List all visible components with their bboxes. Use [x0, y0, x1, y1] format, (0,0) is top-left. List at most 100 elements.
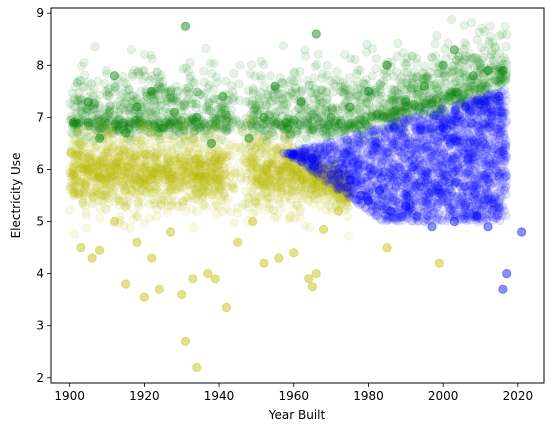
yellow-point	[247, 163, 257, 173]
green-point	[493, 76, 504, 87]
green-point	[320, 105, 330, 115]
yellow-point	[103, 132, 113, 143]
green-point	[149, 96, 159, 106]
yellow-point	[117, 178, 127, 188]
green-point	[330, 121, 340, 131]
green-point	[391, 100, 401, 110]
green-point	[351, 91, 361, 101]
green-point	[224, 116, 234, 126]
green-point	[121, 86, 131, 96]
green-point	[387, 93, 398, 103]
green-point	[245, 69, 255, 79]
green-point	[439, 71, 449, 82]
green-point	[82, 97, 92, 108]
green-point	[420, 61, 430, 71]
green-point	[361, 47, 371, 57]
green-point	[430, 51, 441, 61]
green-point	[325, 117, 335, 127]
green-point	[399, 101, 409, 112]
yellow-point	[156, 200, 166, 210]
yellow-point	[153, 164, 163, 174]
green-point	[229, 68, 239, 79]
green-point	[382, 112, 392, 123]
green-point	[337, 87, 347, 97]
green-point	[93, 114, 103, 124]
green-point	[79, 57, 89, 68]
green-point	[204, 105, 214, 115]
green-point	[401, 60, 411, 70]
green-point	[443, 38, 453, 49]
green-point	[229, 92, 239, 102]
green-point	[399, 103, 410, 114]
green-point	[295, 95, 305, 105]
green-point	[417, 67, 427, 77]
green-point	[154, 116, 164, 126]
green-point	[192, 87, 202, 97]
green-point	[495, 64, 505, 74]
green-point	[376, 78, 386, 88]
green-point	[265, 110, 275, 120]
green-point	[213, 103, 223, 113]
green-point	[86, 87, 96, 98]
green-point	[103, 110, 114, 121]
points-layer	[65, 15, 527, 372]
green-point	[349, 105, 359, 115]
yellow-point	[306, 185, 316, 195]
green-point	[401, 95, 411, 105]
green-point	[490, 42, 500, 52]
green-point	[145, 128, 155, 138]
green-point	[338, 77, 348, 88]
green-point	[179, 89, 189, 99]
yellow-point	[92, 184, 102, 194]
green-point	[74, 94, 84, 105]
green-point	[446, 15, 457, 25]
green-point	[450, 88, 460, 98]
yellow-point	[207, 156, 217, 166]
green-point	[314, 92, 324, 102]
green-point	[146, 87, 156, 97]
green-point	[189, 122, 199, 133]
green-point	[104, 87, 114, 98]
green-point	[490, 60, 500, 70]
green-point	[302, 134, 312, 144]
green-point	[245, 114, 255, 124]
green-point	[268, 89, 278, 100]
yellow-point	[150, 131, 160, 141]
green-point	[437, 101, 447, 111]
green-point	[89, 97, 99, 107]
green-point	[475, 68, 485, 78]
green-point	[124, 84, 134, 94]
green-point	[266, 84, 276, 94]
green-point	[469, 53, 479, 63]
yellow-point	[186, 190, 196, 201]
green-point	[322, 102, 332, 112]
green-point	[104, 90, 114, 101]
green-point	[467, 74, 477, 85]
green-point	[93, 113, 103, 123]
green-point	[205, 58, 215, 68]
green-point	[420, 73, 430, 84]
green-point	[403, 94, 414, 104]
green-point	[201, 43, 211, 53]
green-point	[237, 127, 247, 137]
green-point	[241, 97, 251, 107]
green-point	[90, 125, 101, 135]
green-point	[322, 98, 332, 109]
green-point	[303, 124, 313, 134]
green-point	[315, 117, 326, 127]
green-point	[203, 96, 213, 107]
green-point	[449, 67, 459, 78]
green-point	[289, 67, 299, 77]
yellow-point	[315, 200, 326, 211]
green-point	[429, 80, 439, 90]
green-point	[190, 116, 200, 126]
green-point	[497, 69, 507, 80]
green-point	[475, 83, 485, 93]
green-point	[472, 53, 482, 64]
green-point	[186, 118, 197, 128]
green-point	[263, 129, 274, 139]
green-point	[127, 71, 137, 82]
green-point	[261, 100, 271, 110]
green-point	[155, 120, 165, 130]
